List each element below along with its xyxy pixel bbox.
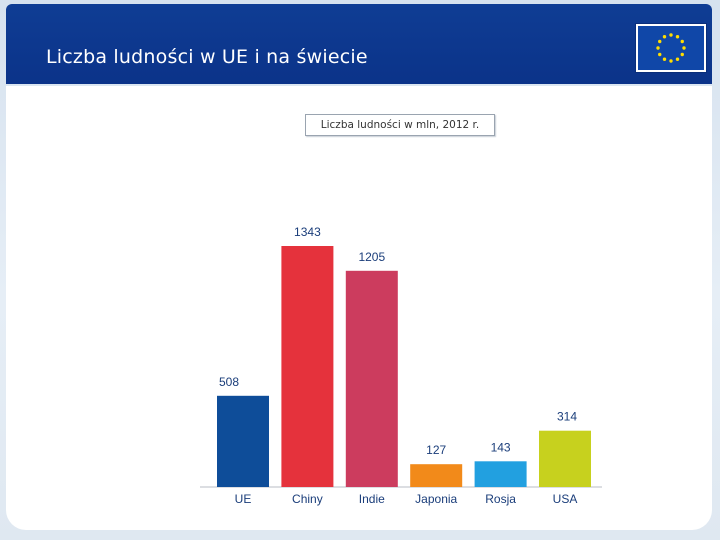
bar-japonia [410,464,463,487]
eu-star [675,57,680,61]
page-title: Liczba ludności w UE i na świecie [46,46,368,68]
eu-star [658,52,662,57]
eu-star [656,46,660,50]
slide-header: Liczba ludności w UE i na świecie [6,4,712,84]
category-label: USA [553,492,578,506]
eu-star [669,59,673,63]
eu-flag-icon [636,24,706,72]
bar-chiny [281,246,334,487]
eu-star [682,46,686,50]
eu-star [662,35,667,39]
eu-star [680,52,684,57]
category-label: Rosja [485,492,516,506]
value-label: 314 [557,410,577,424]
bar-rosja [474,461,527,487]
value-label: 143 [491,440,511,454]
eu-flag-graphic [656,33,686,63]
value-label: 127 [426,443,446,457]
eu-star [669,33,673,37]
category-label: Japonia [415,492,457,506]
eu-star [680,39,684,44]
value-label: 1205 [358,250,385,264]
eu-star [662,57,667,61]
category-label: Chiny [292,492,323,506]
value-label: 508 [219,375,239,389]
bar-indie [345,270,398,487]
category-label: Indie [359,492,385,506]
eu-star [675,35,680,39]
bar-usa [539,430,591,487]
bar-ue [217,395,269,487]
chart-title: Liczba ludności w mln, 2012 r. [305,114,495,136]
eu-star [658,39,662,44]
value-label: 1343 [294,225,321,239]
category-label: UE [235,492,252,506]
